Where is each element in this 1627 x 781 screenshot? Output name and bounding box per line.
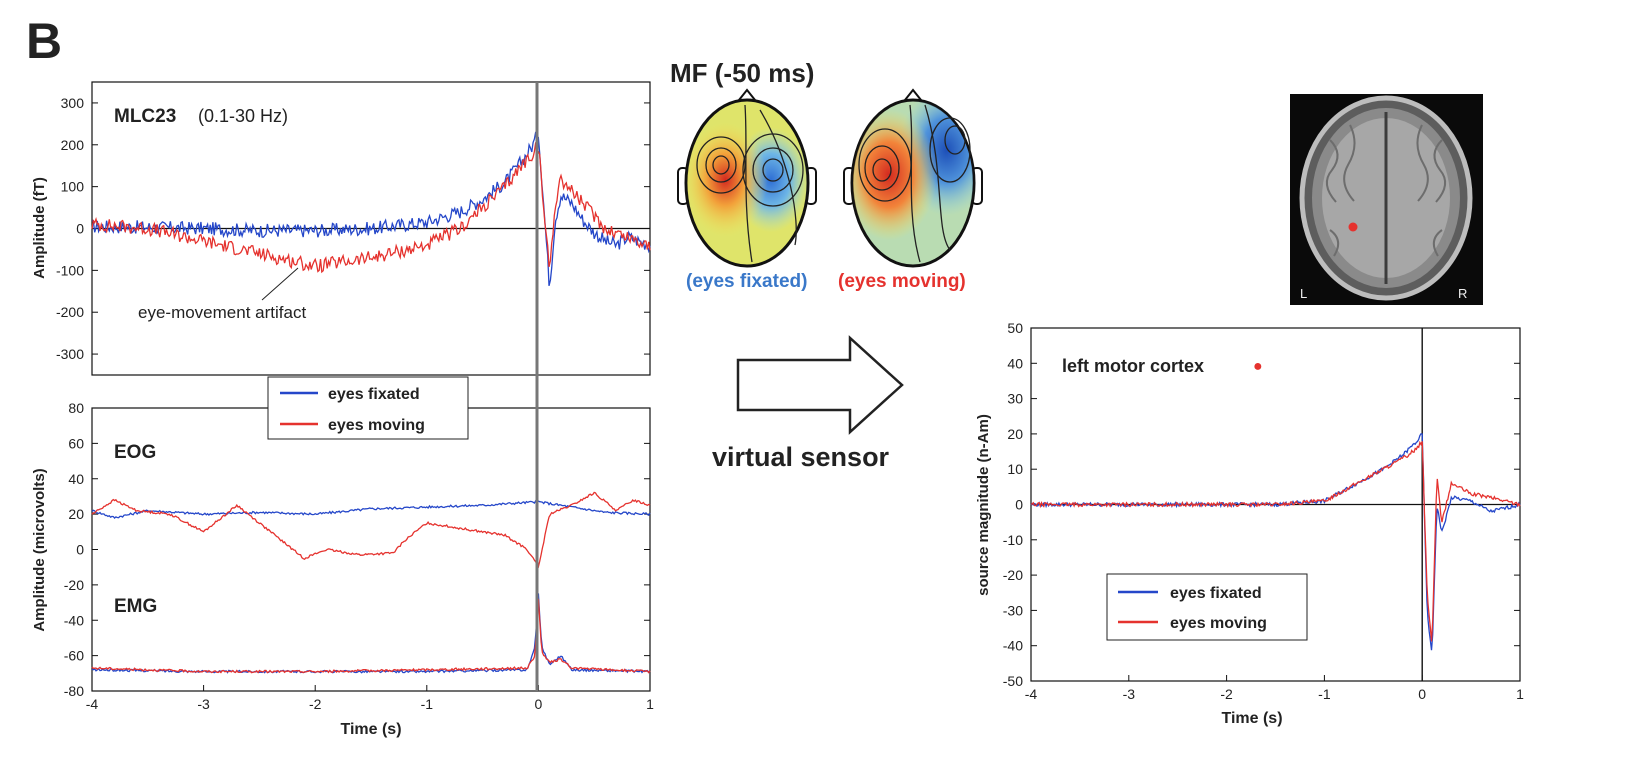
right-arrow-icon bbox=[736, 335, 904, 435]
series-line bbox=[91, 142, 651, 274]
contour-lines bbox=[858, 104, 971, 263]
y-tick-label: -30 bbox=[1003, 602, 1023, 618]
mri-slice-image: L R bbox=[1290, 94, 1483, 305]
y-tick-label: 30 bbox=[1007, 391, 1023, 407]
legend-source-box bbox=[1106, 573, 1308, 641]
source-series bbox=[1030, 433, 1521, 651]
source-x-label: Time (s) bbox=[1221, 710, 1282, 727]
source-y-label: source magnitude (n-Am) bbox=[975, 414, 992, 596]
topo-map-moving bbox=[843, 88, 983, 268]
y-tick-label: -10 bbox=[1003, 532, 1023, 548]
source-bullet-icon: ● bbox=[1253, 358, 1263, 375]
legend-main: eyes fixated eyes moving bbox=[267, 376, 469, 440]
y-tick-label: 0 bbox=[76, 542, 84, 558]
emg-label: EMG bbox=[114, 596, 157, 617]
x-tick-label: 0 bbox=[1418, 686, 1426, 702]
contour-lines bbox=[696, 104, 804, 263]
meg-series bbox=[91, 131, 651, 286]
y-tick-label: -300 bbox=[56, 346, 84, 362]
meg-sensor-name: MLC23 bbox=[114, 106, 176, 127]
y-tick-label: 200 bbox=[61, 137, 85, 153]
mri-left-label: L bbox=[1300, 286, 1307, 301]
x-tick-label: -3 bbox=[1123, 686, 1136, 702]
legend-source-fixated-label: eyes fixated bbox=[1170, 585, 1262, 602]
y-tick-label: -20 bbox=[64, 577, 84, 593]
y-tick-label: -100 bbox=[56, 262, 84, 278]
y-tick-label: 100 bbox=[61, 179, 85, 195]
panel-label: B bbox=[26, 13, 62, 69]
x-tick-label: 1 bbox=[1516, 686, 1524, 702]
eog-label: EOG bbox=[114, 442, 156, 463]
legend-main-moving-label: eyes moving bbox=[328, 417, 425, 434]
y-tick-label: 50 bbox=[1007, 320, 1023, 336]
topo-title: MF (-50 ms) bbox=[670, 58, 814, 88]
x-tick-label: 1 bbox=[646, 696, 654, 712]
meg-y-label: Amplitude (fT) bbox=[31, 177, 48, 279]
series-line bbox=[91, 491, 651, 569]
y-tick-label: -60 bbox=[64, 648, 84, 664]
series-line bbox=[91, 499, 651, 520]
x-tick-label: -2 bbox=[309, 696, 322, 712]
eog-emg-plot-frame bbox=[91, 407, 651, 692]
eog-emg-y-label: Amplitude (microvolts) bbox=[31, 468, 48, 631]
series-line bbox=[91, 598, 651, 674]
x-tick-label: -3 bbox=[197, 696, 210, 712]
x-tick-label: -4 bbox=[1025, 686, 1038, 702]
x-tick-label: -2 bbox=[1220, 686, 1233, 702]
y-tick-label: 80 bbox=[68, 400, 84, 416]
y-tick-label: 0 bbox=[76, 221, 84, 237]
eog-emg-series bbox=[91, 491, 651, 674]
y-tick-label: 40 bbox=[1007, 355, 1023, 371]
y-tick-label: -40 bbox=[64, 612, 84, 628]
artifact-pointer bbox=[261, 267, 299, 301]
arrow-label: virtual sensor bbox=[712, 442, 890, 472]
y-tick-label: -50 bbox=[1003, 673, 1023, 689]
eog-emg-ticks: 80 60 40 20 0 -20 -40 -60 -80-4 -3 -2 -1 0 1 bbox=[64, 400, 654, 712]
y-tick-label: 60 bbox=[68, 435, 84, 451]
y-tick-label: -20 bbox=[1003, 567, 1023, 583]
artifact-annotation: eye-movement artifact bbox=[138, 303, 306, 322]
legend-main-box bbox=[267, 376, 469, 440]
series-line bbox=[91, 593, 651, 674]
y-tick-label: 40 bbox=[68, 471, 84, 487]
source-location-marker bbox=[1348, 222, 1358, 232]
x-tick-label: -4 bbox=[86, 696, 99, 712]
y-tick-label: 300 bbox=[61, 95, 85, 111]
x-tick-label: 0 bbox=[535, 696, 543, 712]
y-tick-label: 0 bbox=[1015, 497, 1023, 513]
meg-chart: 300 200 100 0 -100 -200 -300 MLC23 (0.1-30 Hz)… bbox=[31, 81, 651, 376]
y-tick-label: 20 bbox=[1007, 426, 1023, 442]
eog-emg-x-label: Time (s) bbox=[340, 721, 401, 738]
series-line bbox=[1030, 440, 1521, 642]
topo-label-fixated: (eyes fixated) bbox=[686, 271, 807, 292]
legend-main-fixated-label: eyes fixated bbox=[328, 386, 420, 403]
y-tick-label: -200 bbox=[56, 304, 84, 320]
topo-map-fixated bbox=[677, 88, 817, 268]
x-tick-label: -1 bbox=[421, 696, 434, 712]
source-title: left motor cortex bbox=[1062, 356, 1204, 376]
topo-label-moving: (eyes moving) bbox=[838, 271, 966, 292]
mri-right-label: R bbox=[1458, 286, 1467, 301]
y-tick-label: -40 bbox=[1003, 638, 1023, 654]
y-tick-label: 10 bbox=[1007, 461, 1023, 477]
x-tick-label: -1 bbox=[1318, 686, 1331, 702]
y-tick-label: 20 bbox=[68, 506, 84, 522]
legend-source-moving-label: eyes moving bbox=[1170, 615, 1267, 632]
y-tick-label: -80 bbox=[64, 683, 84, 699]
meg-sensor-band: (0.1-30 Hz) bbox=[198, 106, 288, 126]
series-line bbox=[91, 131, 651, 286]
legend-source: eyes fixated eyes moving bbox=[1106, 573, 1308, 641]
